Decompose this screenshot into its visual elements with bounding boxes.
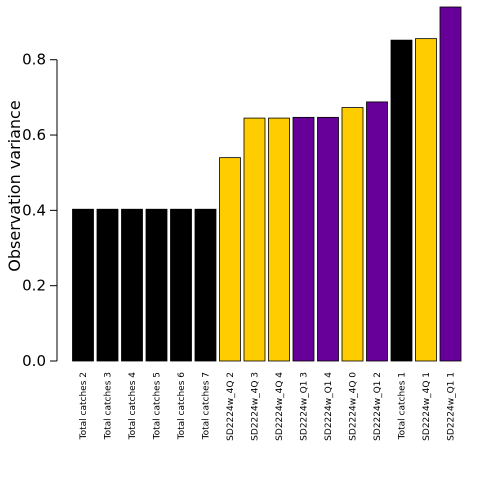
x-category-label: Total catches 2 [79, 372, 89, 440]
x-category-label: Total catches 3 [104, 372, 114, 440]
y-tick-label: 0.6 [22, 126, 46, 144]
bars [72, 6, 462, 362]
bar [219, 157, 241, 362]
bar [268, 117, 290, 362]
x-category-label: Total catches 6 [177, 372, 187, 441]
x-category-label: SD2224w_Q1 4 [324, 372, 334, 441]
x-category-label: Total catches 7 [202, 372, 212, 440]
x-category-label: SD2224w_4Q 2 [226, 372, 236, 441]
bar [121, 208, 143, 362]
x-axis-labels: Total catches 2 Total catches 3 Total catc… [79, 372, 457, 441]
x-category-label: SD2224w_4Q 0 [349, 372, 359, 441]
bar [194, 208, 217, 362]
bar [72, 208, 94, 362]
x-category-label: SD2224w_4Q 3 [251, 372, 261, 441]
x-category-label: Total catches 1 [398, 372, 408, 440]
bar [415, 38, 437, 362]
x-category-label: SD2224w_4Q 1 [422, 372, 432, 441]
bar [341, 107, 364, 362]
y-tick-label: 0.0 [22, 352, 46, 370]
y-tick-label: 0.8 [22, 51, 46, 69]
y-tick-label: 0.2 [22, 277, 46, 295]
x-category-label: Total catches 4 [128, 372, 138, 441]
x-category-label: SD2224w_Q1 3 [300, 372, 310, 441]
x-category-label: Total catches 5 [153, 372, 163, 440]
bar [96, 208, 119, 362]
bar [145, 208, 168, 362]
x-category-label: SD2224w_Q1 1 [447, 372, 457, 441]
x-category-label: SD2224w_Q1 2 [373, 372, 383, 441]
bar [170, 208, 192, 362]
bar [439, 6, 462, 362]
y-tick-label: 0.4 [22, 201, 46, 219]
x-category-label: SD2224w_4Q 4 [275, 372, 285, 441]
bar [317, 116, 339, 362]
bar [292, 116, 315, 362]
bar [243, 117, 266, 362]
bar [390, 39, 413, 362]
bar [366, 101, 388, 362]
y-axis-title: Observation variance [5, 100, 24, 271]
y-axis: 0.0 0.2 0.4 0.6 0.8 [22, 51, 58, 370]
